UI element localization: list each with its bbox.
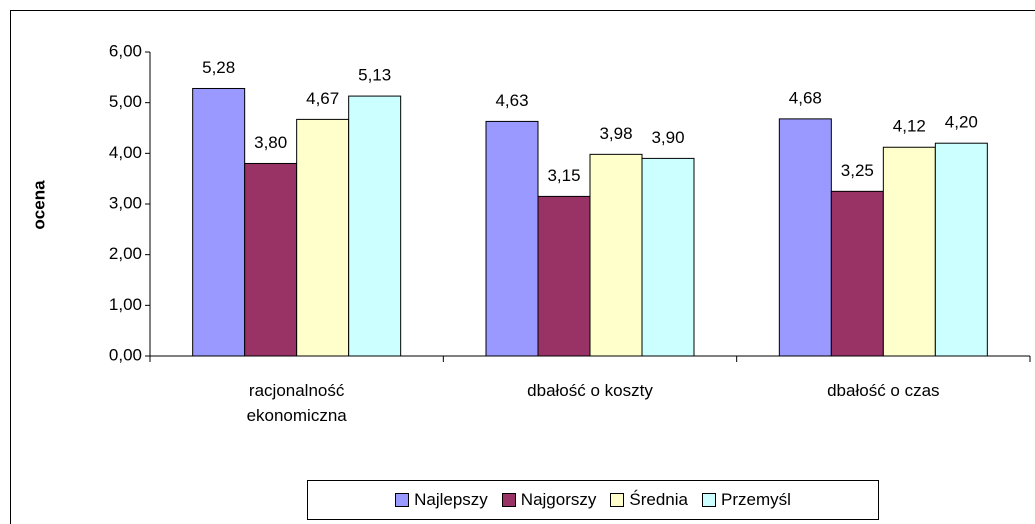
legend-label: Najgorszy xyxy=(520,490,597,509)
data-label: 3,90 xyxy=(651,128,684,147)
legend-item: Najgorszy xyxy=(501,490,597,510)
data-label: 4,12 xyxy=(893,117,926,136)
legend-label: Przemyśl xyxy=(721,490,791,509)
x-tick-label: dbałość o czas xyxy=(827,381,940,400)
legend-label: Najlepszy xyxy=(414,490,488,509)
bar xyxy=(934,142,988,357)
data-label: 4,20 xyxy=(945,113,978,132)
bar xyxy=(882,146,936,357)
legend-label: Średnia xyxy=(629,490,688,509)
x-tick-label: racjonalność ekonomiczna xyxy=(246,381,347,425)
bar xyxy=(778,118,832,357)
data-label: 3,98 xyxy=(599,124,632,143)
y-tick-label: 6,00 xyxy=(109,41,142,60)
bar xyxy=(830,190,884,357)
y-axis-title: ocena xyxy=(29,180,48,230)
legend-swatch xyxy=(501,493,516,507)
bar xyxy=(348,95,402,357)
legend-item: Średnia xyxy=(610,490,688,510)
data-label: 4,63 xyxy=(495,91,528,110)
data-label: 3,15 xyxy=(547,166,580,185)
legend: Najlepszy Najgorszy Średnia Przemyśl xyxy=(307,480,879,520)
bar xyxy=(485,120,539,357)
frame xyxy=(10,10,1035,524)
legend-swatch xyxy=(702,493,716,507)
legend-item: Przemyśl xyxy=(702,490,791,510)
bar xyxy=(296,118,350,357)
y-tick-label: 2,00 xyxy=(109,244,142,263)
x-tick-label: dbałość o koszty xyxy=(527,381,653,400)
bar xyxy=(192,87,246,357)
bar xyxy=(537,195,591,357)
y-tick-label: 3,00 xyxy=(109,193,142,212)
y-tick-label: 0,00 xyxy=(109,345,142,364)
y-tick-label: 4,00 xyxy=(109,143,142,162)
legend-swatch xyxy=(610,493,625,507)
bar xyxy=(641,157,695,357)
data-label: 5,28 xyxy=(202,58,235,77)
legend-swatch xyxy=(395,493,410,507)
bar xyxy=(589,153,643,357)
y-tick-label: 5,00 xyxy=(109,92,142,111)
data-label: 4,68 xyxy=(789,88,822,107)
data-label: 4,67 xyxy=(306,89,339,108)
y-tick-label: 1,00 xyxy=(109,295,142,314)
data-label: 3,25 xyxy=(841,161,874,180)
data-label: 5,13 xyxy=(358,66,391,85)
data-label: 3,80 xyxy=(254,133,287,152)
bar xyxy=(244,162,298,357)
legend-item: Najlepszy xyxy=(395,490,488,510)
